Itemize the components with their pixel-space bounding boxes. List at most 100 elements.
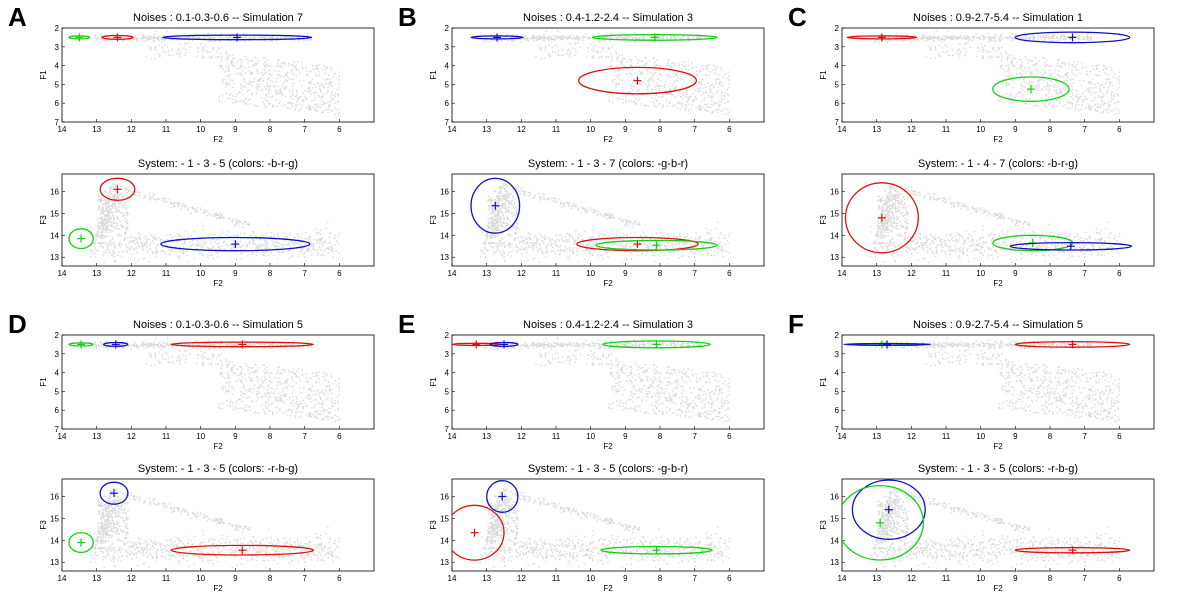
cloud-point: [289, 37, 291, 39]
cloud-point: [253, 65, 255, 67]
cloud-point: [114, 222, 116, 224]
cloud-point: [501, 40, 503, 42]
cloud-point: [621, 33, 624, 35]
cloud-point: [660, 84, 662, 86]
cloud-point: [327, 106, 330, 108]
cloud-point: [624, 100, 627, 102]
cloud-point: [1090, 38, 1093, 40]
cloud-point: [97, 200, 99, 202]
cloud-point: [178, 234, 181, 237]
cloud-point: [274, 248, 277, 250]
cloud-point: [212, 36, 214, 39]
cloud-point: [308, 248, 310, 251]
cloud-point: [271, 37, 273, 39]
cloud-point: [699, 71, 701, 73]
cloud-point: [481, 252, 483, 254]
cloud-point: [269, 40, 271, 42]
cloud-point: [122, 225, 124, 227]
cloud-point: [240, 64, 242, 66]
cloud-point: [169, 234, 171, 236]
cloud-point: [541, 240, 544, 242]
cloud-point: [499, 190, 502, 192]
cloud-point: [126, 218, 128, 221]
cloud-point: [287, 71, 289, 74]
cloud-point: [504, 38, 507, 41]
cloud-point: [630, 59, 632, 61]
cloud-point: [666, 242, 668, 245]
cloud-point: [499, 251, 501, 254]
cloud-point: [683, 61, 685, 63]
cloud-point: [120, 225, 123, 227]
cloud-point: [663, 241, 665, 244]
cloud-point: [524, 38, 526, 40]
cloud-point: [495, 228, 498, 230]
cloud-point: [266, 99, 268, 102]
y-tick-label: 14: [50, 231, 59, 240]
cloud-point: [314, 83, 316, 86]
cloud-point: [949, 38, 952, 40]
cloud-point: [163, 35, 165, 37]
cloud-point: [266, 100, 268, 102]
cloud-point: [495, 199, 497, 202]
cloud-point: [121, 235, 123, 237]
cloud-point: [508, 243, 511, 245]
cloud-point: [550, 38, 552, 40]
cloud-point: [172, 240, 174, 242]
cloud-point: [215, 251, 217, 253]
cloud-point: [152, 242, 155, 244]
cloud-point: [1044, 39, 1046, 41]
cloud-point: [255, 57, 257, 59]
cloud-point: [715, 228, 717, 230]
cloud-point: [554, 198, 557, 200]
cloud-point: [237, 235, 239, 237]
cloud-point: [212, 247, 214, 249]
cloud-point: [279, 88, 282, 90]
cloud-point: [289, 101, 291, 103]
cloud-point: [891, 40, 893, 42]
cloud-point: [228, 67, 230, 69]
cloud-point: [524, 35, 526, 37]
cloud-point: [526, 241, 528, 243]
cloud-point: [653, 63, 655, 65]
cloud-point: [138, 246, 141, 248]
cloud-point: [607, 214, 609, 216]
cloud-point: [638, 223, 640, 226]
cloud-point: [104, 231, 107, 233]
cloud-point: [110, 209, 112, 211]
cloud-point: [573, 253, 575, 255]
cloud-point: [282, 246, 284, 248]
cloud-point: [305, 106, 307, 109]
cloud-point: [504, 204, 506, 207]
cloud-point: [240, 87, 242, 89]
cloud-point: [999, 37, 1001, 39]
cloud-point: [325, 109, 327, 111]
cloud-point: [120, 185, 122, 188]
cloud-point: [111, 226, 113, 228]
cloud-point: [550, 36, 552, 38]
cloud-point: [147, 35, 149, 37]
cloud-point: [519, 248, 522, 250]
cloud-point: [277, 39, 280, 41]
cloud-point: [279, 251, 281, 254]
cloud-point: [602, 246, 604, 248]
cloud-point: [650, 246, 652, 248]
cloud-point: [506, 224, 509, 227]
cloud-point: [244, 56, 247, 58]
cloud-point: [183, 240, 186, 243]
cloud-point: [628, 67, 631, 69]
cloud-point: [314, 104, 316, 106]
cloud-point: [281, 94, 283, 96]
cloud-point: [105, 226, 108, 228]
x-tick-label: 14: [58, 269, 67, 278]
cloud-point: [1090, 39, 1092, 41]
cloud-point: [261, 88, 264, 90]
cloud-point: [674, 62, 676, 64]
cloud-point: [278, 70, 280, 72]
cloud-point: [632, 78, 635, 80]
cloud-point: [96, 38, 98, 40]
cloud-point: [670, 35, 672, 37]
x-tick-label: 13: [482, 125, 491, 134]
cloud-point: [591, 57, 594, 59]
cloud-point: [309, 90, 312, 92]
cloud-point: [626, 264, 628, 266]
